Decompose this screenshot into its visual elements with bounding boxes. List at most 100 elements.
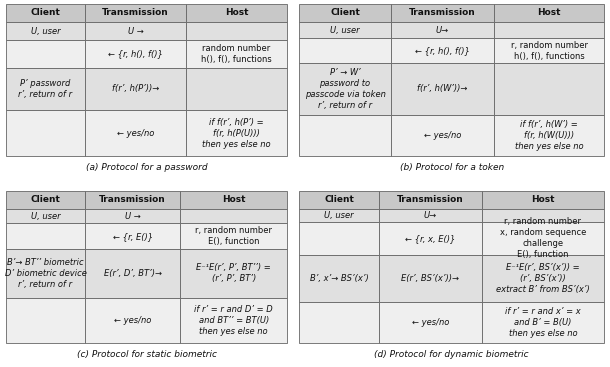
Bar xyxy=(482,209,604,222)
Text: random number
h(), f(), functions: random number h(), f(), functions xyxy=(201,44,272,64)
Text: if r’ = r and x’ = x
and B’ = B(U)
then yes else no: if r’ = r and x’ = x and B’ = B(U) then … xyxy=(505,307,581,338)
Bar xyxy=(379,222,482,255)
Bar xyxy=(379,302,482,343)
Bar xyxy=(300,209,379,222)
Text: Host: Host xyxy=(225,8,248,17)
Bar xyxy=(85,110,186,156)
Bar xyxy=(379,255,482,302)
Text: Client: Client xyxy=(30,196,60,204)
Bar xyxy=(85,68,186,110)
Bar xyxy=(85,191,181,209)
Text: U, user: U, user xyxy=(330,26,360,34)
Bar xyxy=(300,22,391,39)
Text: ← yes/no: ← yes/no xyxy=(424,131,461,140)
Bar xyxy=(494,63,604,115)
Text: Transmission: Transmission xyxy=(397,196,464,204)
Text: E(r’, BS’(x’))→: E(r’, BS’(x’))→ xyxy=(401,274,459,283)
Bar xyxy=(391,4,494,22)
Bar xyxy=(85,209,181,224)
Text: U →: U → xyxy=(124,212,140,221)
Text: (d) Protocol for dynamic biometric: (d) Protocol for dynamic biometric xyxy=(375,350,529,359)
Text: Host: Host xyxy=(531,196,554,204)
Bar xyxy=(6,110,85,156)
Text: B’→ BT’’ biometric
D’ biometric device
r’, return of r: B’→ BT’’ biometric D’ biometric device r… xyxy=(4,258,87,289)
Bar xyxy=(6,209,85,224)
Bar xyxy=(6,191,85,209)
Text: U→: U→ xyxy=(436,26,449,34)
Bar xyxy=(6,40,85,68)
Bar xyxy=(6,4,85,22)
Bar xyxy=(85,22,186,40)
Text: Client: Client xyxy=(330,8,360,17)
Bar xyxy=(181,224,287,249)
Bar xyxy=(494,22,604,39)
Bar xyxy=(6,68,85,110)
Text: ← yes/no: ← yes/no xyxy=(114,316,151,325)
Text: Host: Host xyxy=(222,196,246,204)
Bar xyxy=(300,302,379,343)
Text: E⁻¹E(r’, BS’(x’)) =
(r’, BS’(x’))
extract B’ from BS’(x’): E⁻¹E(r’, BS’(x’)) = (r’, BS’(x’)) extrac… xyxy=(496,263,590,294)
Text: ← {r, h(), f()}: ← {r, h(), f()} xyxy=(415,46,470,55)
Bar xyxy=(391,22,494,39)
Bar xyxy=(379,209,482,222)
Bar xyxy=(300,191,379,209)
Bar xyxy=(186,68,287,110)
Bar xyxy=(85,40,186,68)
Bar xyxy=(482,222,604,255)
Text: r, random number
h(), f(), functions: r, random number h(), f(), functions xyxy=(511,41,587,61)
Bar xyxy=(391,39,494,63)
Bar xyxy=(186,22,287,40)
Bar xyxy=(85,4,186,22)
Bar xyxy=(300,39,391,63)
Bar xyxy=(300,222,379,255)
Bar xyxy=(186,40,287,68)
Text: r, random number
x, random sequence
challenge
E(), function: r, random number x, random sequence chal… xyxy=(500,217,586,259)
Bar xyxy=(494,39,604,63)
Bar xyxy=(181,191,287,209)
Text: (a) Protocol for a password: (a) Protocol for a password xyxy=(86,163,207,172)
Text: P’ → W’
password to
passcode via token
r’, return of r: P’ → W’ password to passcode via token r… xyxy=(304,68,386,110)
Text: (b) Protocol for a token: (b) Protocol for a token xyxy=(400,163,504,172)
Text: if f(r’, h(P’) =
f(r, h(P(U)))
then yes else no: if f(r’, h(P’) = f(r, h(P(U))) then yes … xyxy=(203,117,271,149)
Bar xyxy=(300,115,391,156)
Text: ← {r, x, E()}: ← {r, x, E()} xyxy=(405,234,456,243)
Text: Client: Client xyxy=(324,196,354,204)
Bar xyxy=(6,298,85,343)
Text: ← {r, h(), f()}: ← {r, h(), f()} xyxy=(108,50,163,58)
Text: f(r’, h(W’))→: f(r’, h(W’))→ xyxy=(417,84,468,94)
Bar xyxy=(300,255,379,302)
Text: if f(r’, h(W’) =
f(r, h(W(U)))
then yes else no: if f(r’, h(W’) = f(r, h(W(U))) then yes … xyxy=(515,120,583,151)
Bar xyxy=(300,63,391,115)
Bar xyxy=(482,302,604,343)
Text: (c) Protocol for static biometric: (c) Protocol for static biometric xyxy=(77,350,217,359)
Text: P’ password
r’, return of r: P’ password r’, return of r xyxy=(18,79,73,99)
Text: Transmission: Transmission xyxy=(99,196,166,204)
Bar xyxy=(494,115,604,156)
Bar xyxy=(85,224,181,249)
Bar xyxy=(6,249,85,298)
Text: U→: U→ xyxy=(424,211,437,220)
Text: if r’ = r and D’ = D
and BT’’ = BT(U)
then yes else no: if r’ = r and D’ = D and BT’’ = BT(U) th… xyxy=(195,305,273,336)
Bar xyxy=(300,4,391,22)
Text: U →: U → xyxy=(127,26,143,36)
Bar xyxy=(482,255,604,302)
Text: Transmission: Transmission xyxy=(409,8,476,17)
Text: ← yes/no: ← yes/no xyxy=(412,318,449,327)
Bar xyxy=(186,110,287,156)
Bar xyxy=(85,298,181,343)
Bar xyxy=(6,22,85,40)
Text: f(r’, h(P’))→: f(r’, h(P’))→ xyxy=(112,84,159,94)
Text: U, user: U, user xyxy=(30,26,60,36)
Text: Transmission: Transmission xyxy=(102,8,169,17)
Bar xyxy=(181,249,287,298)
Bar xyxy=(391,115,494,156)
Bar xyxy=(494,4,604,22)
Bar xyxy=(482,191,604,209)
Text: U, user: U, user xyxy=(30,212,60,221)
Text: E(r’, D’, BT’)→: E(r’, D’, BT’)→ xyxy=(104,269,162,278)
Text: ← yes/no: ← yes/no xyxy=(117,128,154,138)
Text: Client: Client xyxy=(30,8,60,17)
Bar xyxy=(379,191,482,209)
Bar xyxy=(181,209,287,224)
Text: B’, x’→ BS’(x’): B’, x’→ BS’(x’) xyxy=(310,274,368,283)
